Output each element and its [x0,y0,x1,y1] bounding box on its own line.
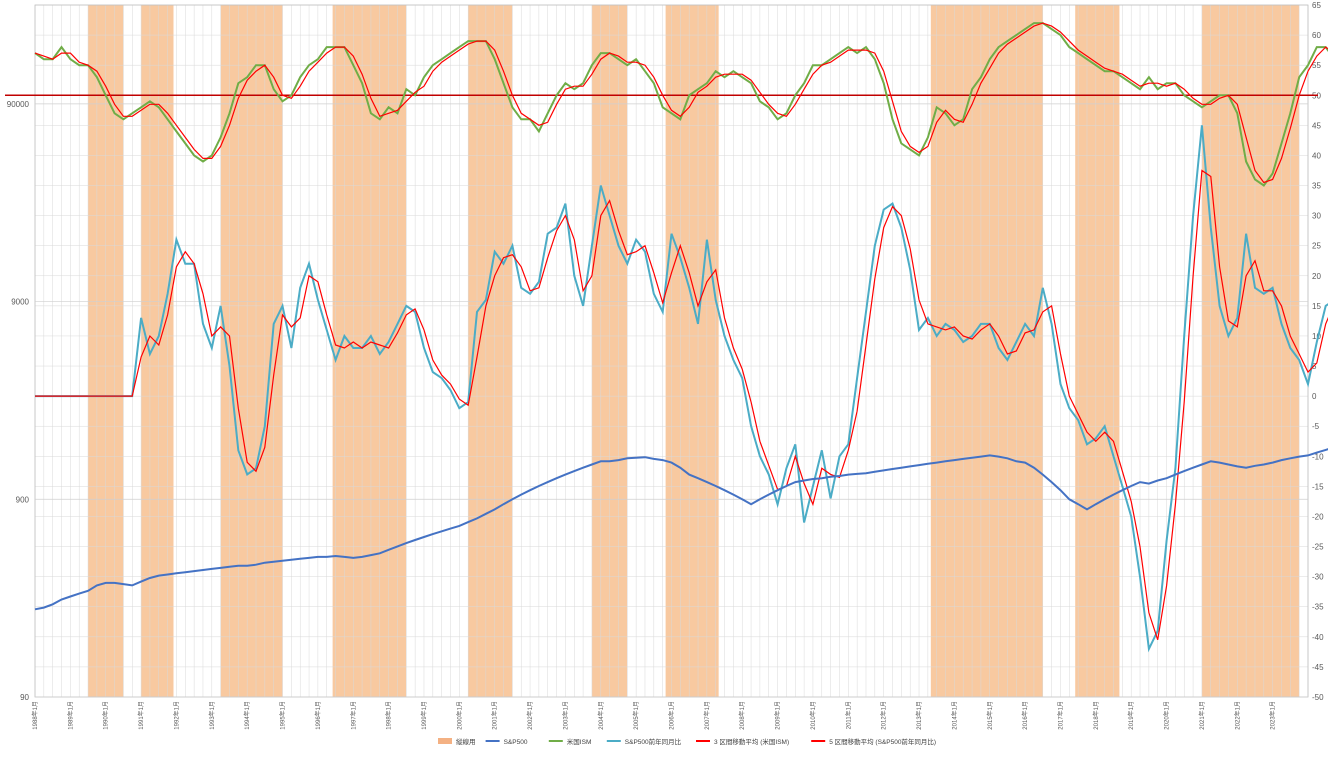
x-tick-label: 1992年1月 [172,701,180,730]
series-ism-ma3 [34,22,1328,184]
x-tick-label: 2015年1月 [986,701,994,730]
legend-label: 5 区間移動平均 (S&P500前年同月比) [829,737,936,746]
shaded-period [141,5,174,697]
right-tick-label: 5 [1312,362,1317,371]
legend-label: S&P500 [504,739,528,746]
x-tick-label: 2013年1月 [915,701,923,730]
x-tick-label: 2007年1月 [703,701,711,730]
x-tick-label: 2000年1月 [455,701,463,730]
shaded-period [1075,5,1120,697]
left-tick-label: 90000 [7,100,30,109]
right-tick-label: -15 [1312,482,1324,491]
left-tick-label: 9000 [11,298,29,307]
shaded-period [930,5,1043,697]
left-axis: 90 900 9000 90000 [7,100,1308,702]
x-tick-label: 2012年1月 [880,701,888,730]
series-sp500 [34,448,1328,611]
series-sp500-yoy-ma5 [35,169,1328,640]
right-tick-label: -35 [1312,603,1324,612]
shaded-period [665,5,719,697]
shaded-periods [88,5,1300,697]
right-tick-label: 15 [1312,302,1321,311]
right-tick-label: 55 [1312,61,1321,70]
right-tick-label: 35 [1312,182,1321,191]
x-tick-label: 2016年1月 [1021,701,1029,730]
right-tick-label: -50 [1312,693,1324,702]
series-lines [5,22,1328,653]
x-tick-label: 1991年1月 [137,701,145,730]
x-tick-label: 2006年1月 [668,701,676,730]
x-tick-label: 2010年1月 [809,701,817,730]
x-tick-label: 2005年1月 [632,701,640,730]
x-tick-label: 2018年1月 [1092,701,1100,730]
x-tick-label: 1990年1月 [102,701,110,730]
right-tick-label: 0 [1312,392,1317,401]
x-tick-label: 2001年1月 [491,701,499,730]
right-tick-label: -25 [1312,543,1324,552]
left-tick-label: 900 [16,495,30,504]
x-tick-label: 1995年1月 [279,701,287,730]
right-tick-label: 10 [1312,332,1321,341]
shaded-period [468,5,513,697]
x-tick-label: 2019年1月 [1127,701,1135,730]
legend: 縦線用 S&P500 米国ISM S&P500前年同月比 3 区間移動平均 (米国ISM… [438,737,936,746]
right-tick-label: -20 [1312,512,1324,521]
series-ism [34,22,1328,187]
x-tick-label: 1993年1月 [208,701,216,730]
x-tick-label: 1996年1月 [314,701,322,730]
legend-swatch [438,738,452,744]
x-tick-label: 2022年1月 [1233,701,1241,730]
right-tick-label: -45 [1312,663,1324,672]
right-tick-label: -10 [1312,452,1324,461]
x-axis: 1988年1月 1989年1月 1990年1月 1991年1月 1992年1月 1993年… [31,701,1277,730]
x-tick-label: 1998年1月 [385,701,393,730]
legend-label: S&P500前年同月比 [625,737,682,746]
x-tick-label: 2021年1月 [1198,701,1206,730]
series-sp500-yoy [35,125,1328,653]
x-tick-label: 2004年1月 [597,701,605,730]
x-tick-label: 2002年1月 [526,701,534,730]
x-tick-label: 1994年1月 [243,701,251,730]
x-tick-label: 2003年1月 [561,701,569,730]
right-tick-label: 20 [1312,272,1321,281]
shaded-period [332,5,407,697]
right-axis: -50-45-40-35-30-25-20-15-10-505101520253… [1312,1,1324,702]
left-tick-label: 90 [20,693,29,702]
legend-label: 米国ISM [567,737,592,746]
right-tick-label: 40 [1312,151,1321,160]
right-tick-label: -30 [1312,573,1324,582]
x-tick-label: 2008年1月 [738,701,746,730]
x-tick-label: 2017年1月 [1056,701,1064,730]
x-tick-label: 2011年1月 [844,701,852,729]
right-tick-label: -5 [1312,422,1320,431]
x-tick-label: 1988年1月 [31,701,39,730]
x-tick-label: 1997年1月 [349,701,357,730]
x-tick-label: 2020年1月 [1163,701,1171,730]
legend-label: 3 区間移動平均 (米国ISM) [714,737,789,746]
x-tick-label: 2023年1月 [1269,701,1277,730]
x-tick-label: 2014年1月 [950,701,958,730]
x-tick-label: 1989年1月 [66,701,74,730]
right-tick-label: 60 [1312,31,1321,40]
right-tick-label: 25 [1312,242,1321,251]
x-tick-label: 1999年1月 [420,701,428,730]
legend-label: 縦線用 [456,737,476,746]
right-tick-label: 45 [1312,121,1321,130]
right-tick-label: 30 [1312,212,1321,221]
right-tick-label: -40 [1312,633,1324,642]
x-tick-label: 2009年1月 [774,701,782,730]
shaded-period [1201,5,1300,697]
right-tick-label: 65 [1312,1,1321,10]
